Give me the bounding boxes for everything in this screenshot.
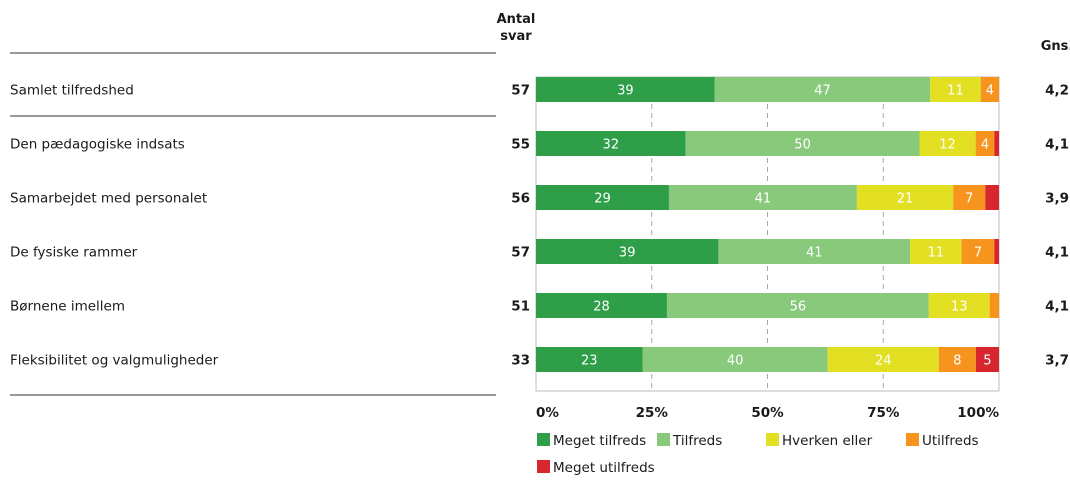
- x-tick-label: 75%: [867, 405, 900, 421]
- bar-value-label: 21: [897, 192, 914, 207]
- legend-swatch: [537, 433, 550, 446]
- bar-segment: [961, 239, 995, 264]
- row-label: Samarbejdet med personalet: [10, 191, 207, 207]
- bar-value-label: 39: [619, 246, 636, 261]
- bar-segment: [919, 131, 976, 156]
- row-count: 51: [511, 299, 530, 315]
- row-average: 4,2: [1045, 83, 1069, 99]
- row-average: 4,1: [1045, 245, 1069, 261]
- bar-segment: [714, 77, 931, 102]
- bar-segment: [985, 185, 999, 210]
- legend-label: Hverken eller: [782, 433, 873, 449]
- bar-value-label: 56: [790, 300, 807, 315]
- bar-value-label: 11: [928, 246, 945, 261]
- bar-value-label: 23: [581, 354, 598, 369]
- bar-value-label: 39: [617, 84, 634, 99]
- bar-segment: [536, 293, 667, 318]
- legend-swatch: [537, 460, 550, 473]
- bar-value-label: 13: [951, 300, 968, 315]
- bar-segment: [536, 185, 669, 210]
- x-tick-label: 50%: [751, 405, 784, 421]
- row-average: 3,9: [1045, 191, 1069, 207]
- row-count: 55: [511, 137, 530, 153]
- row-count: 57: [511, 83, 530, 99]
- bar-segment: [536, 77, 715, 102]
- legend-label: Utilfreds: [922, 433, 979, 449]
- bar-segment: [827, 347, 939, 372]
- row-average: 4,1: [1045, 137, 1069, 153]
- bar-segment: [666, 293, 929, 318]
- row-count: 57: [511, 245, 530, 261]
- legend-label: Tilfreds: [672, 433, 722, 449]
- bar-value-label: 8: [953, 354, 961, 369]
- bar-value-label: 47: [814, 84, 831, 99]
- bar-value-label: 24: [875, 354, 892, 369]
- bar-segment: [685, 131, 920, 156]
- bar-segment: [928, 293, 990, 318]
- legend-label: Meget utilfreds: [553, 460, 655, 476]
- bar-value-label: 5: [983, 354, 991, 369]
- bar-segment: [930, 77, 981, 102]
- bar-segment: [856, 185, 954, 210]
- row-average: 3,7: [1045, 353, 1069, 369]
- bar-segment: [994, 131, 999, 156]
- row-label: Samlet tilfredshed: [10, 83, 134, 99]
- x-tick-label: 100%: [957, 405, 999, 421]
- x-tick-label: 0%: [536, 405, 559, 421]
- bar-segment: [536, 239, 719, 264]
- legend-swatch: [657, 433, 670, 446]
- bar-value-label: 41: [806, 246, 823, 261]
- bar-value-label: 7: [974, 246, 982, 261]
- bar-segment: [718, 239, 911, 264]
- bar-value-label: 12: [939, 138, 956, 153]
- bar-value-label: 29: [594, 192, 611, 207]
- bar-value-label: 50: [794, 138, 811, 153]
- bar-segment: [668, 185, 857, 210]
- bar-segment: [536, 347, 643, 372]
- n-header-line-2: svar: [500, 29, 532, 44]
- bar-segment: [953, 185, 986, 210]
- row-label: Fleksibilitet og valgmuligheder: [10, 353, 219, 369]
- row-count: 56: [511, 191, 530, 207]
- bar-value-label: 11: [947, 84, 964, 99]
- bar-segment: [989, 293, 999, 318]
- bar-value-label: 40: [727, 354, 744, 369]
- legend-swatch: [766, 433, 779, 446]
- bar-segment: [938, 347, 976, 372]
- bar-value-label: 28: [593, 300, 610, 315]
- bar-segment: [536, 131, 686, 156]
- bar-value-label: 4: [981, 138, 989, 153]
- bar-segment: [910, 239, 962, 264]
- x-tick-label: 25%: [636, 405, 669, 421]
- bar-value-label: 32: [603, 138, 620, 153]
- bar-segment: [642, 347, 828, 372]
- row-average: 4,1: [1045, 299, 1069, 315]
- row-label: De fysiske rammer: [10, 245, 138, 261]
- n-header-line-1: Antal: [497, 12, 536, 27]
- bar-segment: [980, 77, 999, 102]
- legend-label: Meget tilfreds: [553, 433, 646, 449]
- bar-value-label: 41: [755, 192, 772, 207]
- row-label: Børnene imellem: [10, 299, 125, 315]
- legend-swatch: [906, 433, 919, 446]
- avg-header: Gns.: [1041, 39, 1070, 54]
- row-label: Den pædagogiske indsats: [10, 137, 185, 153]
- bar-segment: [975, 347, 999, 372]
- row-count: 33: [511, 353, 530, 369]
- bar-segment: [994, 239, 999, 264]
- bar-segment: [975, 131, 995, 156]
- bar-value-label: 4: [986, 84, 994, 99]
- bar-value-label: 7: [965, 192, 973, 207]
